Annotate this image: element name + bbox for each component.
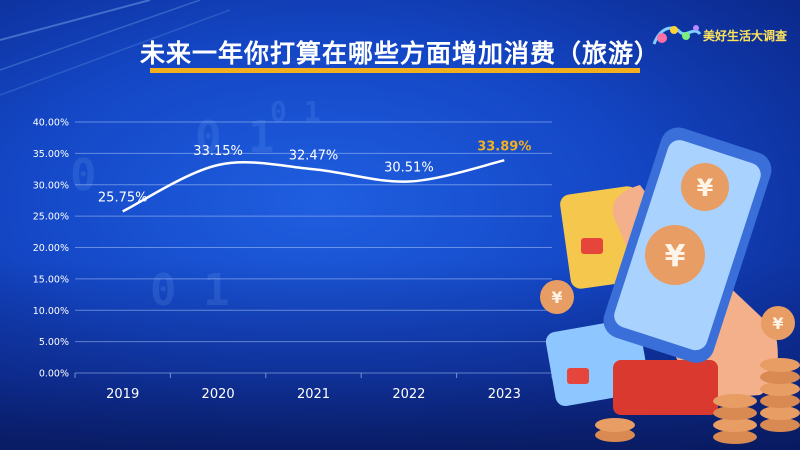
yuan-glyph: ¥ xyxy=(551,288,562,307)
yuan-coin-icon xyxy=(761,306,795,340)
series-line xyxy=(122,159,505,213)
x-axis-ticks: 2019 2020 2021 2022 2023 xyxy=(74,373,553,402)
grid-lines xyxy=(75,121,552,374)
coin-stack xyxy=(595,358,800,444)
data-labels: 25.75% 33.15% 32.47% 30.51% 33.89% xyxy=(98,139,531,205)
y-tick-label: 15.00% xyxy=(33,274,69,285)
card-chip xyxy=(567,368,589,384)
data-label: 30.51% xyxy=(384,161,434,176)
phone-payment-illustration: ¥ ¥ ¥ ¥ xyxy=(540,127,800,444)
y-tick-label: 30.00% xyxy=(33,180,69,191)
x-tick-label: 2021 xyxy=(297,387,330,402)
y-tick-label: 25.00% xyxy=(33,212,69,223)
yuan-glyph: ¥ xyxy=(697,174,714,202)
corner-light-streaks xyxy=(0,0,230,96)
yuan-coin-icon xyxy=(645,225,705,285)
brand-logo xyxy=(652,25,702,45)
data-label: 32.47% xyxy=(289,148,339,163)
yuan-glyph: ¥ xyxy=(772,314,783,333)
yuan-coin-icon xyxy=(681,163,729,211)
title-underline xyxy=(150,68,640,73)
title-area: 未来一年你打算在哪些方面增加消费（旅游） xyxy=(0,34,800,70)
binary-decoration: 0 xyxy=(70,150,97,201)
x-tick-label: 2019 xyxy=(106,387,139,402)
binary-decoration: 0 1 xyxy=(150,265,230,316)
y-tick-label: 10.00% xyxy=(33,306,69,317)
y-tick-label: 5.00% xyxy=(39,337,69,348)
x-tick-label: 2023 xyxy=(488,387,521,402)
data-label: 33.15% xyxy=(193,144,243,159)
page-title: 未来一年你打算在哪些方面增加消费（旅游） xyxy=(139,39,660,68)
data-label-highlight: 33.89% xyxy=(477,139,531,154)
y-tick-label: 0.00% xyxy=(39,369,69,380)
binary-decoration: 0 1 xyxy=(195,112,275,163)
sleeve xyxy=(613,360,718,415)
x-tick-label: 2020 xyxy=(202,387,235,402)
yuan-glyph: ¥ xyxy=(665,239,686,274)
yuan-coin-icon xyxy=(540,280,574,314)
y-tick-label: 40.00% xyxy=(33,118,69,129)
y-tick-label: 20.00% xyxy=(33,243,69,254)
binary-decoration: 0 1 xyxy=(270,95,321,128)
x-tick-label: 2022 xyxy=(392,387,425,402)
data-label: 25.75% xyxy=(98,190,148,205)
y-axis-ticks: 0.00% 5.00% 10.00% 15.00% 20.00% 25.00% 30.00%… xyxy=(33,118,69,380)
card-chip xyxy=(581,238,603,254)
brand-label: 美好生活大调查 xyxy=(703,29,788,43)
y-tick-label: 35.00% xyxy=(33,149,69,160)
